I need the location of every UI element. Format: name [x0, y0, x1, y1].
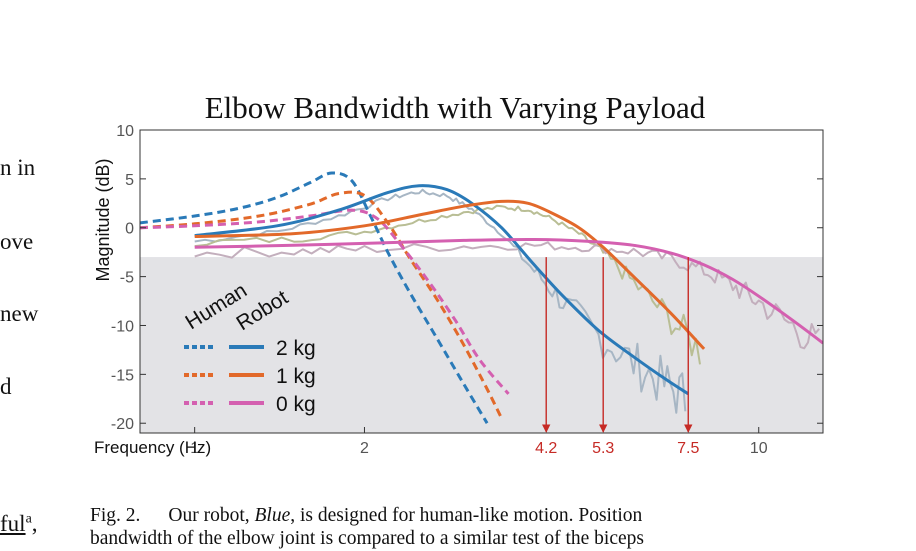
figure-caption: Fig. 2. Our robot, Blue, is designed for … [90, 504, 828, 550]
legend-label-0kg: 0 kg [276, 393, 316, 416]
x-axis-label: Frequency (Hz) [94, 438, 211, 457]
y-tick-label: 5 [125, 172, 134, 189]
series-line-robot-2kg [194, 184, 690, 396]
bandwidth-marker-label: 5.3 [592, 440, 614, 457]
series-line-robot-0kg [194, 237, 823, 345]
y-tick-label: -5 [120, 270, 134, 287]
plot-frame [139, 129, 824, 434]
series-line-human-0kg [140, 208, 510, 395]
left-fragment-5: fula, [0, 512, 38, 535]
left-fragment-1: n in [0, 155, 36, 180]
chart-title: Elbow Bandwidth with Varying Payload [205, 90, 706, 125]
y-axis-label: Magnitude (dB) [93, 158, 113, 281]
caption-text-start: Our robot, [168, 505, 255, 526]
left-fragment-2: ove [0, 229, 34, 254]
left-fragment-word: ful [0, 511, 26, 536]
caption-line-2: bandwidth of the elbow joint is compared… [90, 528, 644, 549]
y-tick-label: -10 [111, 318, 134, 335]
x-tick-label: 2 [360, 440, 369, 457]
y-tick-label: 10 [116, 123, 134, 140]
left-fragment-sup: a [25, 511, 32, 527]
series-line-human-1kg [140, 190, 503, 419]
caption-text-end: , is designed for human-like motion. Pos… [290, 505, 643, 526]
series-line-human-2kg [140, 171, 489, 424]
left-fragment-comma: , [31, 511, 38, 536]
left-fragment-3: new [0, 301, 39, 326]
x-tick-label: 10 [750, 440, 768, 457]
legend-label-1kg: 1 kg [276, 365, 316, 388]
series-line-robot-1kg [194, 199, 706, 350]
bandwidth-marker-label: 4.2 [535, 440, 557, 457]
raw-trace-0kg [194, 241, 820, 350]
x-tick-label: 1 [190, 440, 199, 457]
left-fragment-4: d [0, 374, 12, 399]
y-tick-label: -15 [111, 367, 134, 384]
bandwidth-marker-label: 7.5 [677, 440, 699, 457]
y-tick-label: -20 [111, 416, 134, 433]
caption-label: Fig. 2. [90, 505, 141, 526]
legend-label-2kg: 2 kg [276, 337, 316, 360]
y-tick-label: 0 [125, 221, 134, 238]
caption-robot-name: Blue [254, 505, 291, 526]
raw-trace-1kg [194, 204, 701, 365]
